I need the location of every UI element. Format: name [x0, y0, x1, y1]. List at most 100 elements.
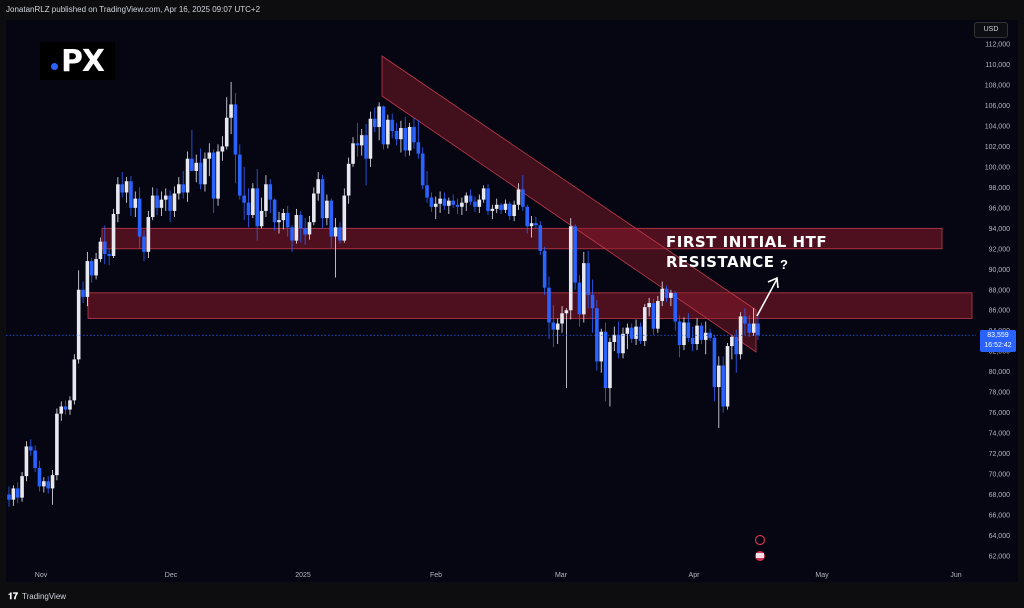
candle-body: [595, 308, 599, 362]
candle: [660, 281, 664, 307]
candle: [647, 297, 651, 317]
candle-body: [42, 481, 46, 487]
candle-body: [481, 188, 486, 200]
candle: [712, 334, 717, 402]
candle: [329, 198, 334, 248]
candle: [216, 144, 220, 206]
candle: [346, 157, 351, 204]
price-tick-label: 88,000: [989, 287, 1011, 294]
downtrend-channel: [381, 55, 757, 353]
candle: [28, 439, 33, 456]
candle-body: [438, 198, 442, 204]
candle-body: [473, 201, 477, 207]
question-mark: ?: [780, 257, 788, 272]
candle-body: [660, 288, 664, 302]
candle-body: [355, 143, 360, 146]
candle-body: [695, 325, 699, 345]
candle-body: [525, 206, 530, 227]
candle: [150, 187, 155, 221]
tradingview-brand[interactable]: 𝟏𝟕 TradingView: [8, 591, 66, 602]
price-tick-label: 112,000: [985, 42, 1010, 49]
price-tick-label: 80,000: [989, 369, 1011, 376]
candle-body: [294, 215, 299, 241]
candle: [303, 218, 307, 245]
candle-body: [63, 406, 68, 410]
candle-body: [738, 316, 743, 355]
candle: [721, 356, 725, 413]
candle: [316, 172, 320, 201]
candle-body: [712, 337, 717, 388]
candle-body: [394, 131, 399, 140]
candle-body: [316, 179, 320, 194]
candle-body: [703, 332, 708, 340]
candle-body: [33, 450, 37, 468]
candle: [734, 329, 739, 373]
candle-body: [573, 226, 577, 283]
candle-body: [616, 334, 621, 354]
candle: [656, 295, 660, 333]
candle-body: [55, 413, 59, 476]
candle-body: [377, 106, 381, 127]
candle-body: [177, 184, 181, 194]
candle: [203, 152, 207, 192]
candle: [368, 111, 373, 167]
candle: [76, 270, 81, 364]
candle: [516, 183, 521, 210]
candle-body: [146, 217, 151, 252]
candle: [682, 317, 686, 351]
candle: [364, 123, 368, 186]
candle-body: [251, 188, 255, 216]
publish-info: JonatanRLZ published on TradingView.com,…: [6, 5, 261, 14]
candle: [177, 177, 181, 200]
candle: [477, 194, 482, 213]
candle-body: [103, 241, 107, 254]
candle: [59, 401, 64, 421]
candle: [542, 246, 547, 295]
candle-body: [129, 181, 133, 208]
candle: [403, 116, 408, 157]
price-chart[interactable]: 112,000 110,000 108,000 106,000 104,000 102,0…: [6, 20, 1018, 582]
candle-body: [460, 202, 464, 207]
candle-body: [603, 331, 608, 389]
candle: [747, 315, 752, 337]
candle-body: [342, 195, 347, 241]
px-logo: PX: [40, 42, 115, 80]
arrow-shaft: [756, 278, 778, 317]
candle: [673, 290, 678, 331]
candle: [129, 176, 133, 217]
candle-body: [682, 322, 686, 346]
candle-body: [24, 446, 29, 477]
candle: [717, 356, 721, 428]
candle: [124, 177, 129, 203]
candle-body: [629, 327, 634, 339]
candle: [246, 188, 251, 228]
price-tick-label: 70,000: [989, 472, 1011, 479]
candle: [137, 187, 142, 248]
candle-body: [412, 126, 416, 143]
event-icon: [754, 534, 766, 546]
candle: [320, 175, 325, 229]
candle-body: [381, 106, 386, 145]
candle-body: [699, 325, 704, 340]
candle: [447, 197, 451, 214]
candle-body: [372, 118, 377, 127]
candle: [699, 322, 704, 345]
candle: [686, 313, 691, 342]
currency-label[interactable]: USD: [974, 22, 1008, 38]
candle: [172, 186, 177, 218]
candle-body: [751, 323, 756, 333]
candle-body: [582, 263, 586, 315]
candle-body: [647, 303, 651, 308]
chart-frame[interactable]: 112,000 110,000 108,000 106,000 104,000 102,0…: [6, 20, 1018, 582]
candle: [142, 230, 146, 262]
candle-body: [442, 198, 447, 206]
candle-body: [203, 158, 207, 185]
candle-body: [159, 199, 164, 208]
candle: [94, 252, 98, 280]
candle: [20, 472, 24, 502]
price-tick-label: 62,000: [989, 554, 1011, 561]
candle: [233, 93, 238, 184]
candle: [155, 188, 159, 216]
price-axis: 112,000 110,000 108,000 106,000 104,000 102,0…: [985, 42, 1010, 561]
candle: [425, 170, 429, 203]
